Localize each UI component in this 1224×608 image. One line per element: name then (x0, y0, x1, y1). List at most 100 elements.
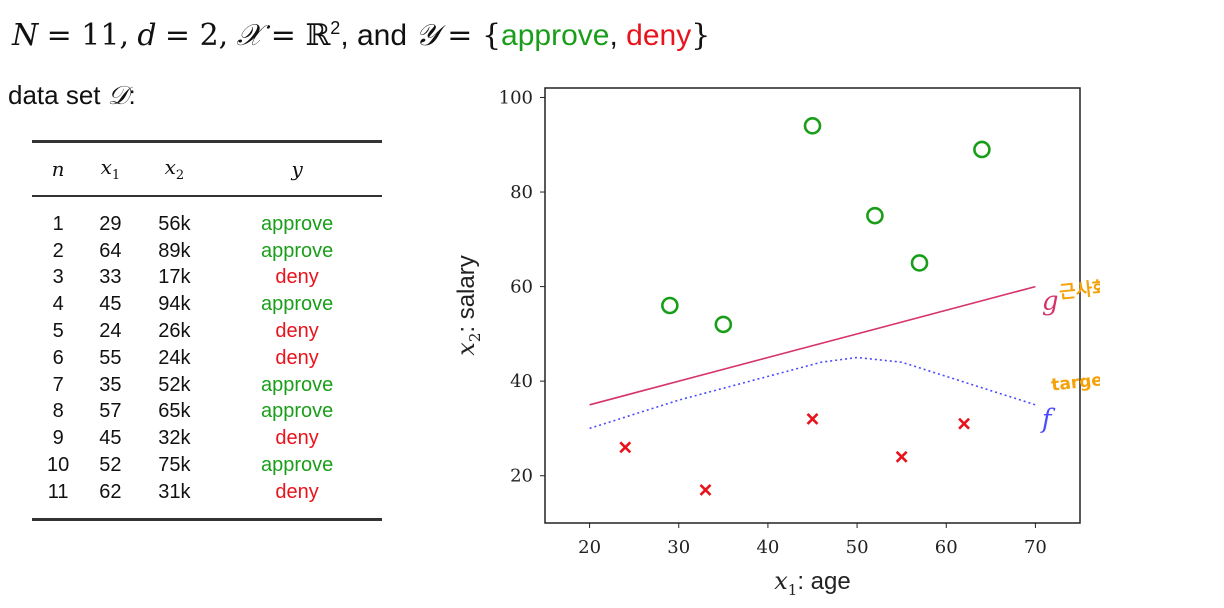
deny-point (619, 441, 632, 454)
cell-x1: 33 (99, 266, 122, 289)
table-row: 9 45 32k deny (32, 425, 382, 452)
g-curve (589, 285, 1036, 406)
cell-x1: 24 (99, 320, 122, 343)
cell-n: 2 (52, 239, 64, 262)
header-x2-base: x (164, 155, 176, 179)
y-tick-label: 60 (510, 277, 533, 298)
cell-n: 1 (52, 212, 64, 235)
input-space-value: = ℝ (270, 18, 331, 53)
x-axis-title: x1: age (774, 567, 850, 598)
cell-x2: 52k (158, 373, 191, 396)
deny-point (958, 417, 971, 430)
data-table: n x1 x2 y 1 29 56k approve 2 64 89k approve 3 33 1… (32, 140, 382, 521)
cell-y: approve (260, 212, 334, 235)
cell-x2: 26k (158, 320, 191, 343)
cell-x2: 65k (158, 400, 191, 423)
n-symbol: N (12, 18, 39, 53)
deny-label: deny (626, 19, 692, 52)
y-axis-title-base: x (452, 342, 480, 356)
cell-y: approve (260, 400, 334, 423)
plot-frame (544, 87, 1081, 524)
y-tick-label: 40 (510, 371, 533, 392)
cell-x1: 45 (99, 293, 122, 316)
cell-y: approve (260, 239, 334, 262)
x-tick-label: 50 (846, 537, 869, 558)
problem-setup-header: N = 11, d = 2, 𝒳 = ℝ2, and 𝒴 = {approve,… (12, 8, 710, 56)
cell-x2: 17k (158, 266, 191, 289)
cell-x1: 64 (99, 239, 122, 262)
cell-x1: 52 (99, 454, 122, 477)
output-space-equals: = { (447, 18, 502, 53)
approve-point (803, 117, 822, 135)
output-space-symbol: 𝒴 (415, 18, 439, 53)
cell-n: 11 (47, 480, 69, 503)
dataset-label-text: data set (8, 80, 108, 110)
cell-n: 6 (52, 346, 64, 369)
header-x2-sub: 2 (175, 168, 185, 183)
cell-y: deny (275, 346, 319, 369)
close-brace: } (691, 18, 711, 53)
cell-n: 9 (52, 427, 64, 450)
header-x1-sub: 1 (111, 168, 121, 183)
table-row: 8 57 65k approve (32, 399, 382, 426)
table-row: 10 52 75k approve (32, 452, 382, 479)
approve-point (661, 296, 679, 315)
and-text: , and (340, 19, 408, 52)
y-axis-title: x2: salary (452, 255, 484, 355)
approve-point (910, 254, 929, 272)
y-tick-label: 20 (510, 466, 533, 487)
scatter-plot: 20 30 40 50 60 70 20 40 60 80 100 g f 근사화 target, 근데 모… (452, 87, 1100, 598)
cell-x2: 89k (158, 239, 191, 262)
table-row: 6 55 24k deny (32, 345, 382, 372)
header-x2: x2 (137, 142, 213, 197)
cell-x1: 45 (99, 427, 122, 450)
cell-y: deny (275, 427, 319, 450)
approve-point (866, 206, 884, 225)
table-row: 11 62 31k deny (32, 479, 382, 519)
header-x1: x1 (84, 142, 136, 197)
table-row: 2 64 89k approve (32, 238, 382, 265)
dataset-colon: : (128, 80, 136, 110)
y-tick-label: 80 (510, 182, 533, 203)
y-axis-title-sub: 2 (466, 333, 484, 343)
cell-n: 4 (52, 293, 64, 316)
cell-x1: 29 (99, 212, 122, 235)
cell-n: 7 (52, 373, 64, 396)
header-y: y (291, 157, 303, 181)
handwritten-note: target, 근데 모름 (1050, 361, 1100, 396)
cell-x1: 57 (99, 400, 122, 423)
dataset-label: data set 𝒟: (8, 80, 136, 112)
cell-y: deny (275, 320, 319, 343)
deny-point (699, 483, 712, 496)
input-space-symbol: 𝒳 (236, 18, 263, 53)
y-axis-title-rest: : salary (453, 255, 480, 332)
d-symbol: d (137, 18, 157, 53)
x-tick-label: 70 (1024, 537, 1047, 558)
approve-point (973, 140, 991, 159)
header-n: n (51, 157, 65, 181)
cell-n: 5 (52, 320, 64, 343)
table-row: 4 45 94k approve (32, 291, 382, 318)
cell-x2: 24k (158, 346, 191, 369)
table-header-row: n x1 x2 y (32, 141, 382, 197)
cell-x1: 62 (99, 480, 122, 503)
x-axis-title-sub: 1 (788, 581, 798, 598)
cell-n: 3 (52, 266, 64, 289)
cell-x2: 75k (158, 454, 191, 477)
cell-y: deny (275, 480, 319, 503)
table-row: 7 35 52k approve (32, 372, 382, 399)
cell-y: approve (260, 373, 334, 396)
cell-x2: 31k (158, 480, 191, 503)
cell-x1: 35 (99, 373, 122, 396)
cell-x2: 56k (158, 212, 191, 235)
y-tick-label: 100 (499, 87, 533, 108)
cell-n: 10 (47, 454, 70, 477)
cell-x2: 32k (158, 427, 191, 450)
comma: , (609, 19, 618, 52)
approve-point (714, 315, 733, 334)
x-axis-title-base: x (774, 567, 788, 595)
deny-point (895, 450, 908, 463)
deny-point (806, 413, 819, 425)
cell-x2: 94k (158, 293, 191, 316)
f-label: f (1040, 405, 1056, 435)
